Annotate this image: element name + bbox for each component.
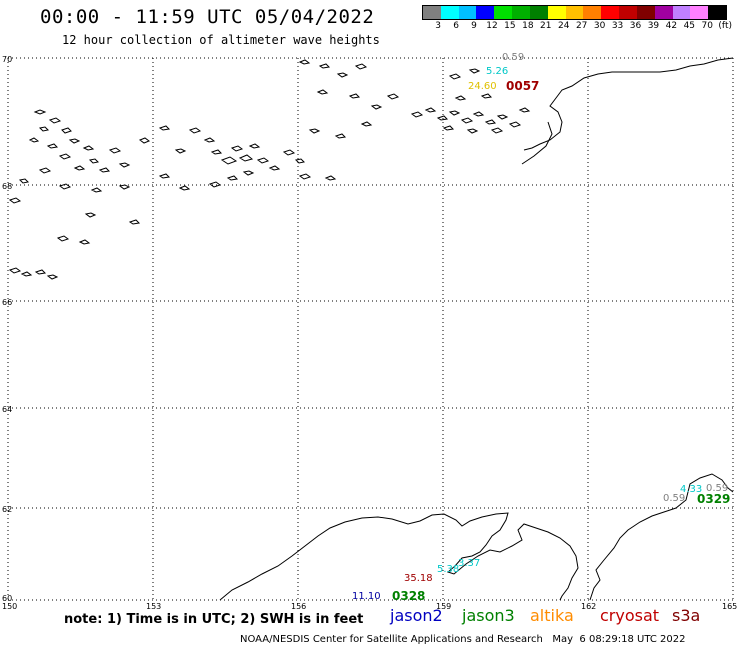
scale-label: 27: [575, 21, 588, 31]
scale-swatch: [547, 6, 566, 19]
coastline-northwest-alaska: [521, 57, 734, 165]
page-subtitle: 12 hour collection of altimeter wave hei…: [62, 33, 380, 47]
scale-label: 15: [504, 21, 516, 31]
scale-swatch: [672, 6, 691, 19]
scale-swatch: [494, 6, 513, 19]
scale-label: 6: [453, 21, 459, 31]
axis-labels: 70 68 66 64 62 60 150 153 156 159 162 16…: [2, 55, 737, 611]
scale-swatch: [690, 6, 709, 19]
wave-value: 0.59: [706, 483, 728, 494]
scale-label: (ft): [718, 21, 732, 31]
footer-credit: NOAA/NESDIS Center for Satellite Applica…: [240, 634, 686, 645]
scale-swatch: [440, 6, 459, 19]
wave-value: 5.38: [437, 564, 459, 575]
lon-label-159: 159: [436, 602, 451, 611]
wave-value: 3.37: [458, 558, 480, 569]
pass-id-labels: 0057 0328 0329: [392, 79, 730, 603]
lon-label-162: 162: [581, 602, 596, 611]
coastline-south-alaska: [219, 512, 579, 601]
pass-id: 0329: [697, 492, 730, 506]
wave-height-labels: 0.59 5.26 24.60 5.38 3.37 35.18 11.10 0.…: [352, 52, 728, 602]
wave-value: 0.59: [502, 52, 524, 63]
lon-label-150: 150: [2, 602, 17, 611]
coastline: [219, 57, 734, 601]
scale-label: 42: [665, 21, 678, 31]
scale-label: 45: [683, 21, 696, 31]
grid-lines: [7, 57, 734, 601]
ice-contour: [298, 59, 400, 181]
scale-label: 12: [486, 21, 498, 31]
wave-value: 35.18: [404, 573, 433, 584]
page-title: 00:00 - 11:59 UTC 05/04/2022: [40, 6, 375, 28]
scale-label: 18: [522, 21, 534, 31]
scale-swatch: [458, 6, 477, 19]
scale-label: 30: [593, 21, 606, 31]
note-text: note: 1) Time is in UTC; 2) SWH is in fe…: [64, 612, 364, 627]
scale-swatch: [529, 6, 548, 19]
pass-id: 0328: [392, 589, 425, 603]
color-scale-bar: [422, 5, 727, 20]
wave-value: 4.33: [680, 484, 702, 495]
scale-label: 39: [647, 21, 660, 31]
scale-swatch: [601, 6, 620, 19]
satellite-jason2: jason2: [390, 606, 443, 625]
scale-swatch: [636, 6, 655, 19]
scale-swatch: [654, 6, 673, 19]
lon-label-153: 153: [146, 602, 161, 611]
satellite-s3a: s3a: [672, 606, 701, 625]
satellite-cryosat: cryosat: [600, 606, 660, 625]
wave-value: 24.60: [468, 81, 497, 92]
satellite-jason3: jason3: [462, 606, 515, 625]
lat-label-70: 70: [2, 55, 12, 64]
ice-contour: [8, 197, 141, 280]
scale-label: 24: [558, 21, 570, 31]
wave-value: 5.26: [486, 66, 508, 77]
scale-swatch: [708, 6, 727, 19]
lat-label-62: 62: [2, 505, 12, 514]
scale-swatch: [619, 6, 637, 19]
color-scale-labels: 3 6 9 12 15 18 21 24 27 30 33 36 39 42 45 70 (ft): [422, 21, 732, 33]
pass-id: 0057: [506, 79, 539, 93]
scale-label: 33: [611, 21, 624, 31]
ice-contour: [118, 125, 306, 191]
ice-contour: [18, 109, 131, 193]
lat-label-60: 60: [2, 594, 12, 603]
lon-label-165: 165: [722, 602, 737, 611]
lat-label-66: 66: [2, 298, 12, 307]
scale-swatch: [476, 6, 495, 19]
satellite-altika: altika: [530, 606, 574, 625]
sea-ice-contours: [8, 59, 531, 280]
scale-swatch: [565, 6, 584, 19]
scale-swatch: [512, 6, 530, 19]
scale-label: 70: [701, 21, 713, 31]
scale-label: 9: [471, 21, 477, 31]
scale-swatch: [583, 6, 602, 19]
scale-label: 21: [540, 21, 552, 31]
lon-label-156: 156: [291, 602, 306, 611]
lat-label-64: 64: [2, 405, 12, 414]
scale-swatch: [423, 6, 441, 19]
ice-contour: [410, 68, 531, 134]
coastline-southeast-alaska: [589, 473, 734, 601]
scale-label: 3: [435, 21, 442, 31]
lat-label-68: 68: [2, 182, 12, 191]
wave-value: 11.10: [352, 591, 381, 602]
wave-value: 0.59: [663, 493, 685, 504]
scale-label: 36: [629, 21, 642, 31]
